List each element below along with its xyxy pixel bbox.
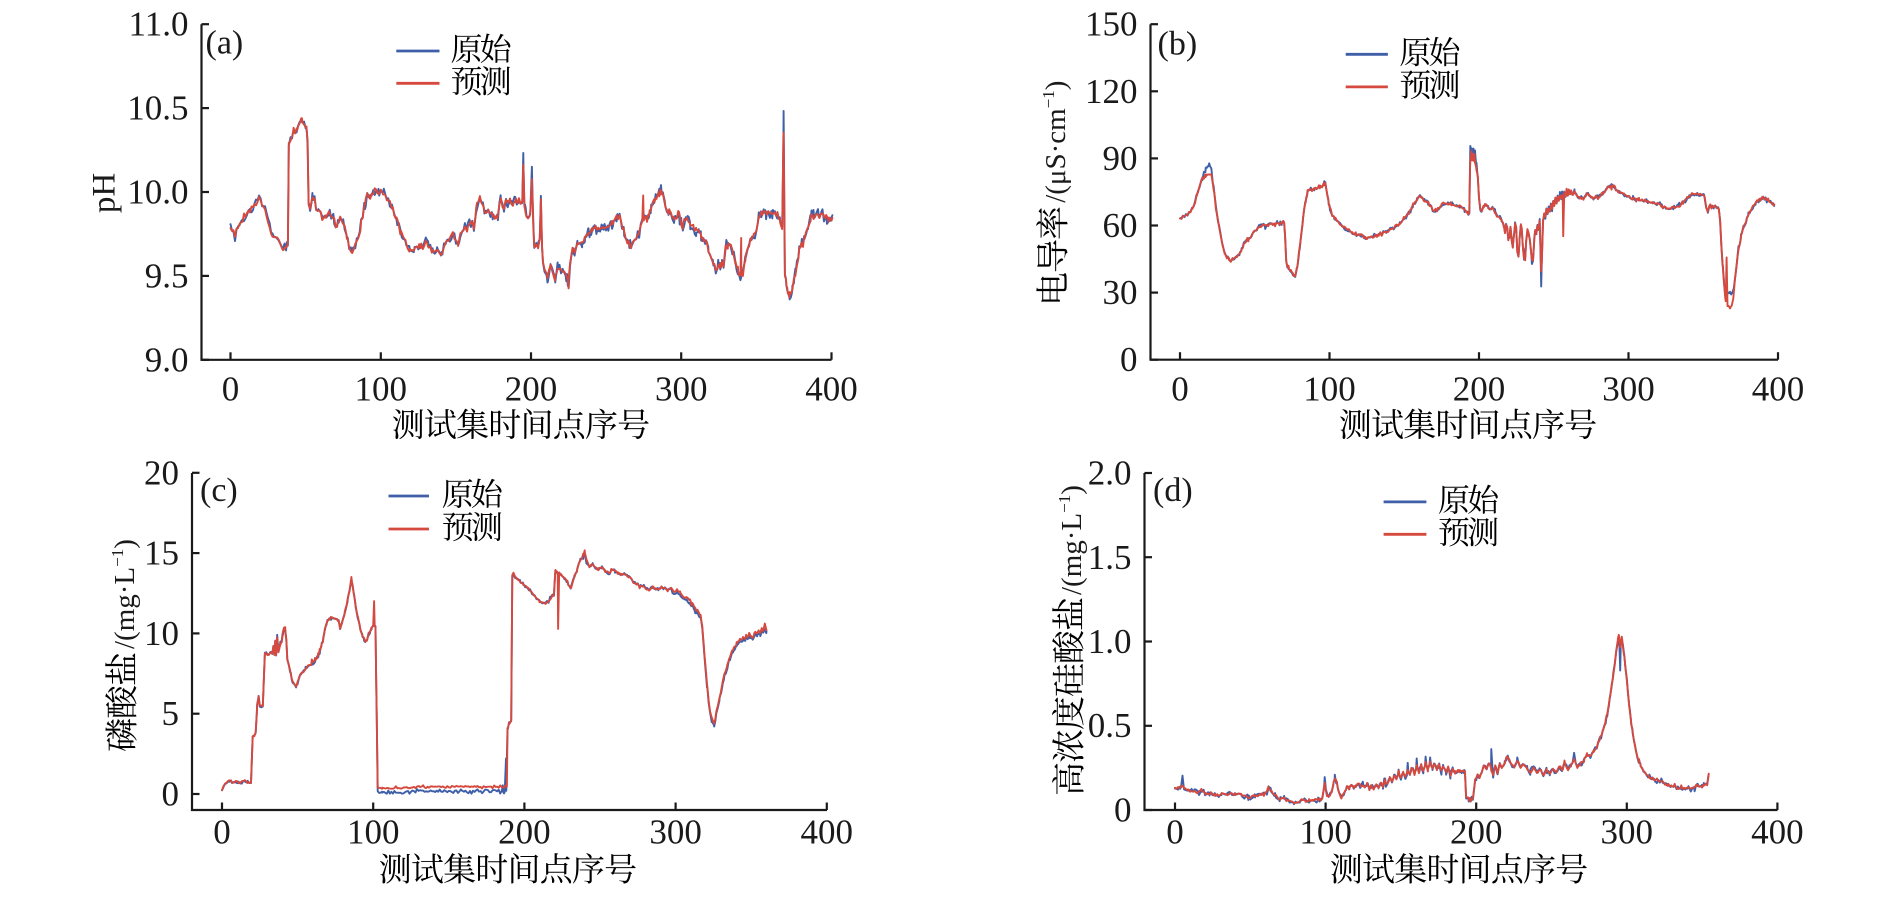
svg-text:(b): (b) — [1158, 26, 1198, 63]
svg-text:9.0: 9.0 — [145, 340, 189, 379]
svg-text:2.0: 2.0 — [1088, 454, 1132, 493]
svg-text:0: 0 — [213, 813, 231, 852]
svg-text:300: 300 — [1602, 370, 1655, 409]
svg-text:10.0: 10.0 — [127, 173, 188, 212]
svg-text:300: 300 — [1601, 813, 1654, 852]
svg-text:0.5: 0.5 — [1088, 706, 1132, 745]
svg-text:/(mg·L−1​): /(mg·L−1​) — [1055, 485, 1088, 595]
svg-text:300: 300 — [655, 370, 708, 409]
svg-text:200: 200 — [498, 813, 551, 852]
svg-text:1.5: 1.5 — [1088, 538, 1132, 577]
svg-text:15: 15 — [144, 534, 179, 573]
svg-text:5: 5 — [162, 694, 180, 733]
svg-text:400: 400 — [805, 370, 858, 409]
svg-text:150: 150 — [1085, 5, 1138, 44]
svg-text:0: 0 — [1171, 370, 1189, 409]
svg-text:11.0: 11.0 — [129, 5, 189, 44]
svg-text:/(μS·cm−1​): /(μS·cm−1​) — [1039, 81, 1072, 203]
svg-text:9.5: 9.5 — [145, 256, 189, 295]
svg-text:120: 120 — [1085, 72, 1138, 111]
svg-text:100: 100 — [1303, 370, 1356, 409]
svg-text:100: 100 — [355, 370, 408, 409]
svg-text:(a): (a) — [206, 25, 244, 62]
svg-text:10.5: 10.5 — [127, 89, 188, 128]
svg-text:10: 10 — [144, 614, 179, 653]
svg-text:400: 400 — [1751, 813, 1804, 852]
svg-text:0: 0 — [222, 370, 240, 409]
svg-text:0: 0 — [1114, 791, 1132, 830]
svg-text:200: 200 — [1450, 813, 1503, 852]
svg-text:20: 20 — [144, 453, 179, 492]
svg-text:60: 60 — [1103, 206, 1138, 245]
svg-text:100: 100 — [347, 813, 400, 852]
svg-text:30: 30 — [1103, 273, 1138, 312]
svg-text:90: 90 — [1103, 139, 1138, 178]
svg-text:(c): (c) — [200, 472, 238, 509]
svg-text:200: 200 — [1453, 370, 1506, 409]
svg-text:/(mg·L−1​): /(mg·L−1​) — [108, 539, 141, 649]
svg-text:0: 0 — [1166, 813, 1184, 852]
svg-text:0: 0 — [162, 775, 180, 814]
svg-text:100: 100 — [1299, 813, 1352, 852]
svg-text:1.0: 1.0 — [1088, 622, 1132, 661]
svg-text:400: 400 — [1752, 370, 1805, 409]
svg-text:pH: pH — [87, 173, 123, 213]
svg-text:400: 400 — [801, 813, 854, 852]
svg-text:300: 300 — [649, 813, 702, 852]
svg-text:200: 200 — [505, 370, 558, 409]
svg-text:0: 0 — [1120, 340, 1138, 379]
svg-text:(d): (d) — [1153, 472, 1193, 509]
